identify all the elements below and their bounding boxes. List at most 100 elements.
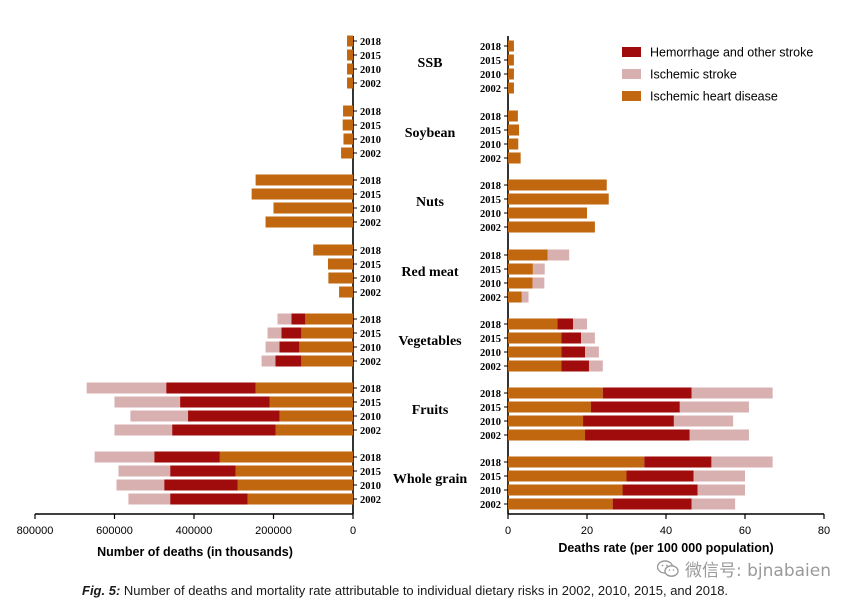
right-bar-segment: [691, 387, 773, 399]
right-year-label: 2010: [480, 417, 501, 428]
right-bar-segment: [644, 456, 712, 468]
right-bar-segment: [697, 484, 745, 496]
left-bar-segment: [170, 493, 248, 505]
figure-caption: Fig. 5: Number of deaths and mortality r…: [82, 583, 842, 598]
right-bar-segment: [626, 470, 694, 482]
left-x-tick-label: 800000: [17, 525, 54, 537]
watermark-text: 微信号: bjnabaien: [684, 561, 831, 581]
left-year-label: 2002: [360, 288, 381, 299]
right-bar-segment: [508, 124, 520, 136]
right-year-label: 2002: [480, 362, 501, 373]
right-bar-segment: [508, 429, 586, 441]
left-bar-segment: [255, 382, 353, 394]
right-bar-segment: [508, 82, 514, 94]
right-bar-segment: [508, 193, 609, 205]
left-year-label: 2018: [360, 107, 381, 118]
left-bar-segment: [251, 188, 353, 200]
right-bar-segment: [508, 360, 562, 372]
left-bar-segment: [291, 313, 306, 325]
right-x-tick-label: 20: [581, 525, 593, 537]
right-bar-segment: [508, 152, 521, 164]
right-year-label: 2010: [480, 279, 501, 290]
risk-group-labels: SSB Soybean Nuts Red meat Vegetables Fruits Wh…: [393, 56, 467, 487]
left-bar-segment: [299, 341, 353, 353]
chart-legend: Hemorrhage and other stroke Ischemic stro…: [622, 46, 813, 104]
left-bar-segment: [180, 396, 270, 408]
left-bar-segment: [86, 382, 167, 394]
left-bar-segment: [343, 133, 353, 145]
right-year-label: 2015: [480, 265, 501, 276]
left-year-label: 2018: [360, 315, 381, 326]
left-bar-segment: [114, 396, 181, 408]
right-bar-segment: [508, 221, 595, 233]
left-year-label: 2018: [360, 453, 381, 464]
left-bar-segment: [128, 493, 171, 505]
left-year-label: 2010: [360, 481, 381, 492]
left-bar-segment: [343, 105, 353, 117]
right-bar-segment: [547, 249, 570, 261]
legend-label: Ischemic stroke: [650, 68, 737, 82]
right-bar-segment: [588, 360, 603, 372]
right-bar-segment: [585, 346, 599, 358]
right-year-label: 2018: [480, 42, 501, 53]
left-year-label: 2010: [360, 343, 381, 354]
right-year-label: 2015: [480, 334, 501, 345]
left-bar-segment: [313, 244, 353, 256]
right-year-label: 2015: [480, 195, 501, 206]
right-bar-segment: [573, 318, 587, 330]
right-bar-segment: [585, 429, 690, 441]
right-year-label: 2002: [480, 84, 501, 95]
right-year-label: 2002: [480, 431, 501, 442]
right-bar-segment: [508, 346, 562, 358]
right-bar-segment: [521, 291, 529, 303]
right-bar-segment: [691, 498, 736, 510]
right-bar-segment: [612, 498, 692, 510]
right-bar-segment: [602, 387, 692, 399]
left-bar-segment: [279, 410, 353, 422]
legend-swatch: [622, 47, 641, 57]
right-bar-segment: [561, 346, 586, 358]
right-year-label: 2010: [480, 348, 501, 359]
right-bar-segment: [689, 429, 749, 441]
legend-label: Ischemic heart disease: [650, 90, 778, 104]
left-x-axis-title: Number of deaths (in thousands): [97, 545, 293, 559]
left-bar-segment: [255, 174, 353, 186]
right-bar-segment: [532, 277, 545, 289]
left-x-tick-label: 600000: [96, 525, 133, 537]
right-bar-segment: [508, 332, 562, 344]
wechat-icon: [656, 559, 679, 577]
left-bar-segment: [281, 327, 302, 339]
left-bar-segment: [347, 35, 353, 47]
right-year-label: 2018: [480, 458, 501, 469]
right-year-label: 2015: [480, 56, 501, 67]
left-bar-segment: [116, 479, 165, 491]
left-bar-segment: [265, 216, 353, 228]
right-bar-segment: [508, 207, 587, 219]
right-year-label: 2015: [480, 126, 501, 137]
right-year-label: 2018: [480, 181, 501, 192]
right-bar-segment: [508, 318, 558, 330]
right-bar-segment: [532, 263, 545, 275]
right-year-label: 2015: [480, 472, 501, 483]
left-bar-segment: [277, 313, 292, 325]
right-bar-segment: [557, 318, 574, 330]
risk-group-label: Red meat: [401, 265, 458, 280]
left-bar-segment: [301, 355, 353, 367]
right-bar-segment: [581, 332, 595, 344]
legend-swatch: [622, 69, 641, 79]
right-bar-segment: [693, 470, 745, 482]
left-year-label: 2015: [360, 121, 381, 132]
left-x-tick-label: 200000: [255, 525, 292, 537]
left-bar-segment: [305, 313, 353, 325]
left-year-label: 2010: [360, 412, 381, 423]
left-year-label: 2015: [360, 260, 381, 271]
left-year-label: 2015: [360, 190, 381, 201]
caption-label: Fig. 5:: [82, 583, 121, 598]
right-x-axis-title: Deaths rate (per 100 000 population): [558, 541, 773, 555]
legend-label: Hemorrhage and other stroke: [650, 46, 813, 60]
right-bar-segment: [590, 401, 680, 413]
right-bar-segment: [508, 387, 603, 399]
right-x-tick-label: 0: [505, 525, 511, 537]
left-bar-segment: [339, 286, 353, 298]
